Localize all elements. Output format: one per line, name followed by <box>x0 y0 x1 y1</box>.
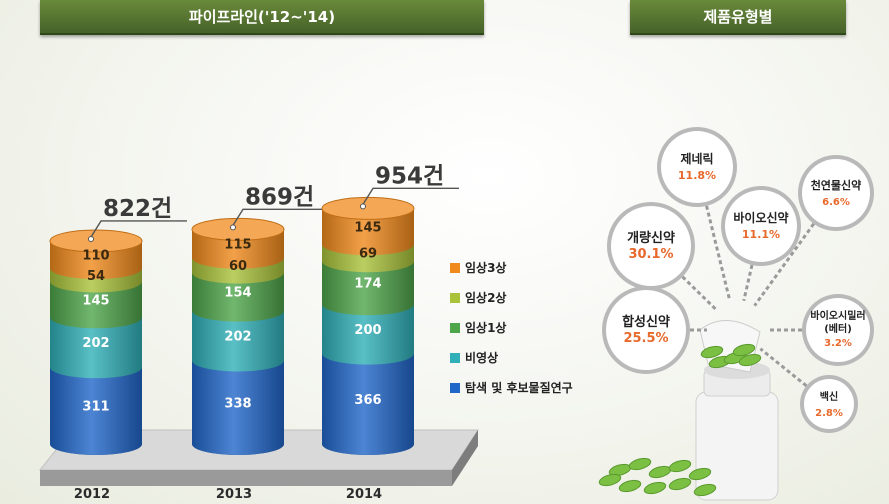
bubble <box>802 159 870 227</box>
product-type-title: 제품유형별 <box>630 0 846 35</box>
data-label: 200 <box>354 323 381 338</box>
bar-segment-base <box>192 433 284 455</box>
data-label: 202 <box>224 330 251 345</box>
total-label: 822건 <box>103 196 172 222</box>
platform-side <box>452 430 478 486</box>
bar-segment-base <box>322 250 414 273</box>
bubble <box>725 190 797 262</box>
data-label: 154 <box>224 286 251 301</box>
data-label: 174 <box>354 277 381 292</box>
arrow-line <box>705 205 732 302</box>
data-label: 54 <box>87 269 105 284</box>
bubble <box>806 298 870 362</box>
pipeline-chart-title: 파이프라인('12~'14) <box>40 0 484 35</box>
x-tick-label: 2013 <box>216 487 252 502</box>
bar-segment <box>192 360 284 444</box>
pill <box>688 467 712 481</box>
pill <box>693 483 717 497</box>
data-label: 60 <box>229 259 247 274</box>
bubble-label: 백신 <box>820 390 838 403</box>
bar-segment-base <box>322 433 414 455</box>
legend-label: 임상3상 <box>465 260 506 275</box>
data-label: 202 <box>82 336 109 351</box>
total-label: 869건 <box>245 184 314 210</box>
bar-segment-base <box>322 342 414 365</box>
bar-segment <box>322 353 414 444</box>
bubble <box>606 290 686 370</box>
data-label: 311 <box>82 400 109 415</box>
pill <box>648 465 672 479</box>
legend-swatch <box>450 263 460 273</box>
x-tick-label: 2012 <box>74 487 110 502</box>
x-tick-label: 2014 <box>346 487 382 502</box>
data-label: 115 <box>224 238 251 253</box>
pill <box>738 353 762 367</box>
bar-segment-base <box>50 433 142 455</box>
bubble-percent: 2.8% <box>815 408 843 419</box>
bubble-percent: 3.2% <box>824 338 852 349</box>
bubble-label: 제네릭 <box>680 151 713 166</box>
pill <box>618 479 642 493</box>
legend-swatch <box>450 383 460 393</box>
bar-segment-base <box>50 257 142 280</box>
pill <box>700 345 724 359</box>
legend-label: 임상1상 <box>465 320 506 335</box>
callout-line <box>90 220 187 238</box>
data-label: 69 <box>359 247 377 262</box>
pill <box>643 481 667 495</box>
arrow-line <box>742 264 754 302</box>
callout-dot <box>88 235 94 242</box>
pill <box>628 457 652 471</box>
legend-swatch <box>450 353 460 363</box>
legend-label: 탐색 및 후보물질연구 <box>465 380 573 395</box>
callout-dot <box>230 224 236 231</box>
legend-label: 비영상 <box>465 350 498 365</box>
legend-swatch <box>450 323 460 333</box>
arrow-line <box>681 275 717 311</box>
bubble <box>804 379 854 429</box>
data-label: 110 <box>82 249 109 264</box>
bubble-percent: 30.1% <box>628 247 673 262</box>
bar-segment-base <box>322 293 414 316</box>
cylinder-top <box>321 196 415 220</box>
data-label: 145 <box>82 293 109 308</box>
bubble-percent: 11.8% <box>678 169 716 182</box>
bar-segment-base <box>192 299 284 322</box>
platform-front <box>40 470 452 486</box>
callout-dot <box>360 203 366 210</box>
bottle-body <box>695 391 779 501</box>
bar-segment-base <box>192 246 284 269</box>
arrow-line <box>759 347 808 387</box>
bar-segment-base <box>50 306 142 329</box>
bubble <box>661 131 733 203</box>
bubble <box>611 206 691 286</box>
callout-line <box>232 208 329 226</box>
bubble-label: 바이오시밀러 <box>810 309 865 322</box>
pill <box>598 473 622 487</box>
bubble-label: 바이오신약 <box>733 210 788 225</box>
bubble-percent: 25.5% <box>623 331 668 346</box>
data-label: 145 <box>354 220 381 235</box>
pill <box>668 459 692 473</box>
bubble-label: 개량신약 <box>627 230 675 246</box>
arrow-line <box>753 222 815 307</box>
pill <box>668 477 692 491</box>
bar-segment-base <box>50 356 142 379</box>
bubble-percent: 6.6% <box>822 197 850 208</box>
bar-segment <box>50 367 142 444</box>
pill <box>732 343 756 357</box>
data-label: 338 <box>224 396 251 411</box>
legend-label: 임상2상 <box>465 290 506 305</box>
legend-swatch <box>450 293 460 303</box>
data-label: 366 <box>354 393 381 408</box>
callout-line <box>362 187 459 205</box>
bubble-label: 천연물신약 <box>811 178 862 192</box>
bubble-label: 합성신약 <box>622 314 670 330</box>
bubble-percent: 11.1% <box>742 228 780 241</box>
bubble-label: (베터) <box>824 322 852 335</box>
bar-segment-base <box>322 233 414 256</box>
bar-segment-base <box>192 349 284 372</box>
total-label: 954건 <box>375 163 444 189</box>
